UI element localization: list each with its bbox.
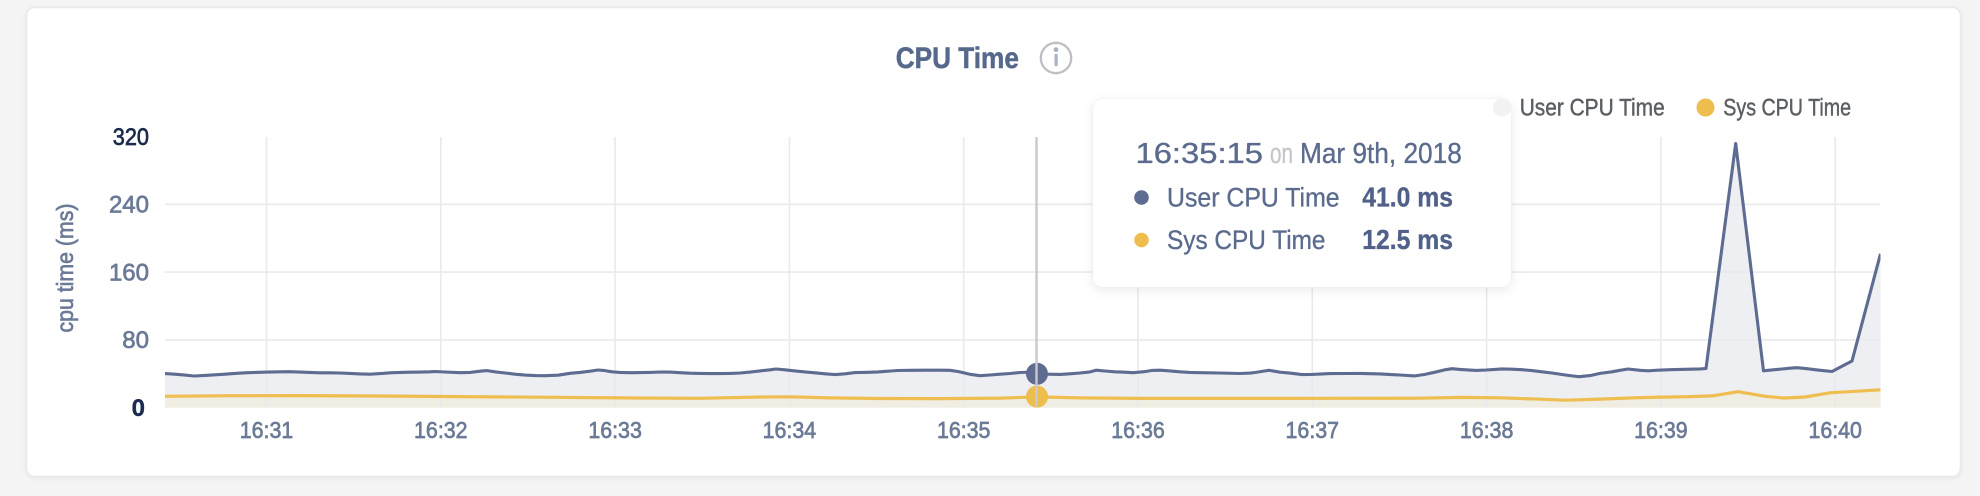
svg-text:16:33: 16:33 — [588, 417, 642, 443]
svg-text:User CPU Time: User CPU Time — [1167, 183, 1340, 213]
svg-text:User CPU Time: User CPU Time — [1520, 95, 1665, 122]
svg-text:16:40: 16:40 — [1808, 417, 1862, 443]
svg-text:16:38: 16:38 — [1460, 417, 1514, 443]
svg-text:CPU Time: CPU Time — [896, 42, 1019, 75]
svg-text:16:39: 16:39 — [1634, 417, 1688, 443]
svg-text:80: 80 — [122, 327, 149, 354]
svg-text:0: 0 — [132, 395, 145, 422]
svg-text:16:35: 16:35 — [937, 417, 991, 443]
svg-text:Sys CPU Time: Sys CPU Time — [1167, 225, 1326, 255]
svg-text:160: 160 — [109, 259, 149, 286]
svg-text:16:36: 16:36 — [1111, 417, 1165, 443]
svg-text:320: 320 — [113, 124, 149, 151]
svg-text:12.5 ms: 12.5 ms — [1362, 224, 1453, 255]
svg-text:16:31: 16:31 — [240, 417, 294, 443]
svg-text:16:32: 16:32 — [414, 417, 468, 443]
svg-text:240: 240 — [109, 192, 149, 219]
svg-text:41.0 ms: 41.0 ms — [1362, 182, 1453, 213]
svg-text:16:37: 16:37 — [1286, 417, 1340, 443]
svg-text:16:34: 16:34 — [763, 417, 817, 443]
svg-text:Sys CPU Time: Sys CPU Time — [1723, 95, 1851, 122]
svg-text:cpu time (ms): cpu time (ms) — [52, 204, 78, 333]
